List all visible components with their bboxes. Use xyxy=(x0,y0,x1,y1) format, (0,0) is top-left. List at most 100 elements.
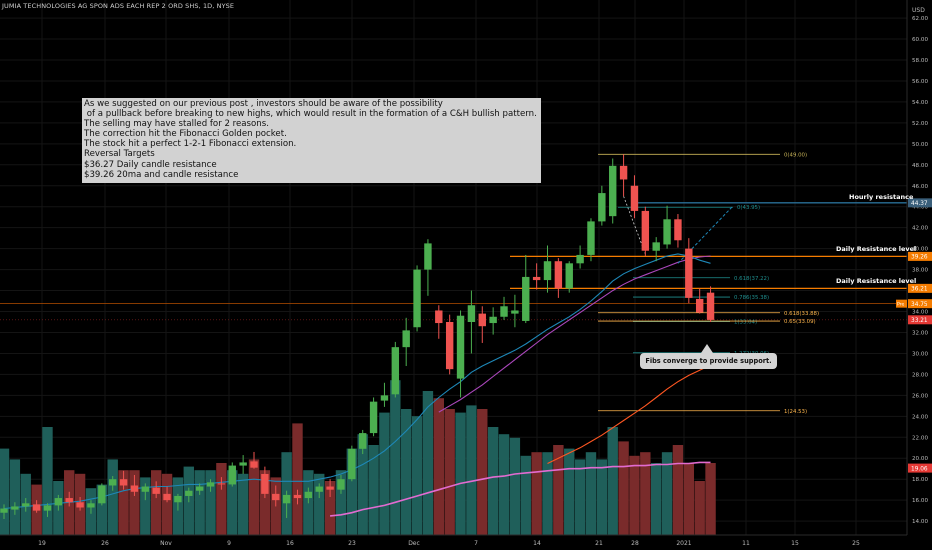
candle-body xyxy=(293,494,302,499)
candle xyxy=(174,493,182,511)
hourly-resistance-label: Hourly resistance xyxy=(849,193,914,201)
candle xyxy=(663,205,671,249)
candle-body xyxy=(380,395,389,401)
y-tick-label: 46.00 xyxy=(912,184,928,190)
ma-slow-line xyxy=(547,364,711,464)
x-tick-label: 9 xyxy=(227,540,231,547)
price-tag-1-text: 33.21 xyxy=(911,318,928,324)
candle-body xyxy=(369,401,378,434)
candle xyxy=(478,306,486,343)
y-tick-label: 60.00 xyxy=(912,37,928,43)
volume-bar xyxy=(487,427,499,535)
candle-body xyxy=(195,486,204,491)
candle xyxy=(185,487,193,503)
y-tick-label: 38.00 xyxy=(912,268,928,274)
volume-bar xyxy=(542,452,553,535)
y-tick-label: 40.00 xyxy=(912,247,928,253)
candle xyxy=(195,483,204,495)
candle-body xyxy=(239,462,247,466)
candle xyxy=(380,382,389,407)
candle xyxy=(685,238,693,304)
candle-body xyxy=(706,292,715,320)
x-tick-label: 15 xyxy=(791,540,799,547)
candle-body xyxy=(87,503,95,508)
candle xyxy=(511,294,519,328)
candle xyxy=(413,265,421,332)
callout-arrow xyxy=(701,344,713,353)
candle xyxy=(163,486,171,503)
volume-bar xyxy=(107,459,118,535)
candle-body xyxy=(402,330,410,348)
x-tick-label: 14 xyxy=(533,540,541,547)
volume-bar xyxy=(357,434,368,535)
candle xyxy=(695,288,704,314)
candle-body xyxy=(576,254,584,264)
volume-bar xyxy=(346,448,358,535)
x-tick-label: 23 xyxy=(348,540,356,547)
candle xyxy=(119,470,128,490)
candle xyxy=(217,477,226,490)
resistance-tag-daily1-text: 39.26 xyxy=(911,255,928,261)
note-line: Reversal Targets xyxy=(84,149,155,160)
volume-bar xyxy=(585,452,597,535)
candle xyxy=(543,245,552,293)
volume-bar xyxy=(531,452,542,535)
candle xyxy=(87,500,95,514)
candle xyxy=(206,479,215,492)
volume-bar xyxy=(596,459,608,535)
volume-bar xyxy=(140,477,151,535)
candle-body xyxy=(641,210,650,251)
y-tick-label: 50.00 xyxy=(912,142,928,148)
candle xyxy=(272,485,280,507)
volume-bar xyxy=(672,445,684,535)
note-line: $36.27 Daily candle resistance xyxy=(84,159,217,170)
volume-bar xyxy=(705,463,716,535)
fib-label: 1(24.53) xyxy=(784,409,807,415)
candle-body xyxy=(98,485,106,504)
candle-body xyxy=(65,498,73,503)
candle xyxy=(228,462,236,487)
volume-bar xyxy=(205,470,216,535)
candle-body xyxy=(543,261,552,281)
y-tick-label: 22.00 xyxy=(912,435,928,441)
candle xyxy=(250,451,258,469)
volume-bar xyxy=(498,434,510,535)
note-line: The selling may have stalled for 2 reaso… xyxy=(84,119,269,130)
candle-body xyxy=(445,322,454,370)
candle xyxy=(76,497,84,511)
candle-body xyxy=(630,185,639,211)
y-tick-label: 24.00 xyxy=(912,414,928,420)
volume-bar xyxy=(161,473,173,535)
volume-bar xyxy=(466,405,477,535)
x-axis-bg xyxy=(0,535,932,550)
candle xyxy=(565,261,573,293)
volume-bar xyxy=(96,484,108,535)
candle-body xyxy=(32,504,41,511)
y-tick-label: 28.00 xyxy=(912,372,928,378)
fib-label: 0.786(35.38) xyxy=(734,295,769,301)
x-tick-label: 21 xyxy=(595,540,603,547)
y-tick-label: 26.00 xyxy=(912,393,928,399)
volume-bar xyxy=(0,448,10,535)
fib-label: 0.618(33.88) xyxy=(784,311,819,317)
resistance-tag-daily1 xyxy=(908,251,932,261)
price-tag-2 xyxy=(908,463,932,473)
candle-body xyxy=(511,310,519,314)
candle xyxy=(674,214,682,248)
fib-label: 0.618(37.22) xyxy=(734,276,769,282)
candle-body xyxy=(282,494,291,504)
volume-bar xyxy=(422,391,434,535)
y-tick-label: 48.00 xyxy=(912,163,928,169)
volume-bar xyxy=(324,481,336,535)
x-tick-label: Dec xyxy=(408,540,420,547)
volume-bar xyxy=(433,398,444,535)
projection-line xyxy=(677,206,733,264)
price-tag-0-pre-text: Pre xyxy=(897,302,904,308)
y-tick-label: 62.00 xyxy=(912,16,928,22)
note-line: The stock hit a perfect 1-2-1 Fibonacci … xyxy=(84,139,297,150)
candle xyxy=(619,154,628,197)
candle-body xyxy=(326,486,334,490)
candle-body xyxy=(413,269,421,328)
candle xyxy=(532,263,541,290)
